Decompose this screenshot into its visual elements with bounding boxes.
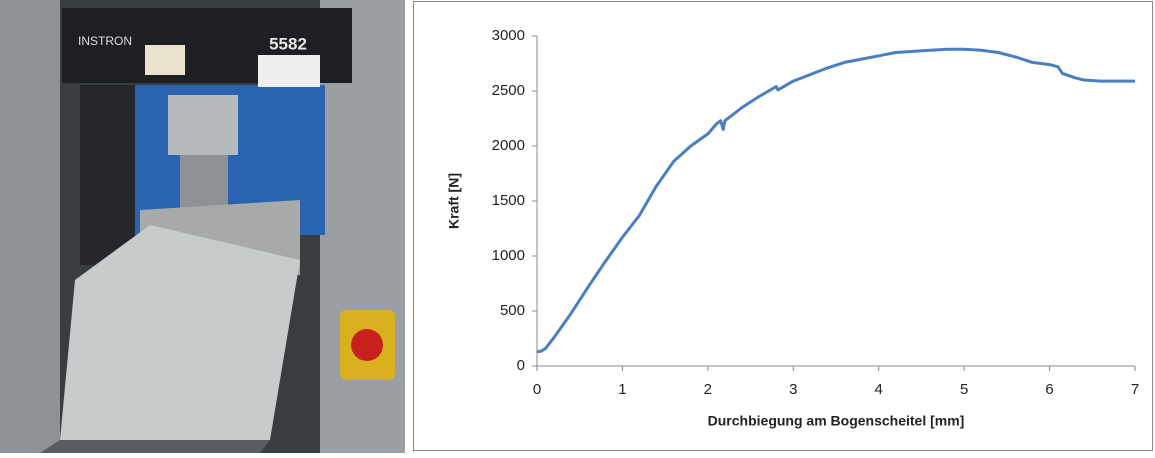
x-tick-label: 1 (618, 381, 626, 398)
x-tick-label: 2 (704, 381, 712, 398)
sticker (258, 55, 320, 87)
x-tick-label: 7 (1131, 381, 1139, 398)
base-plate (40, 440, 270, 453)
load-cell (168, 95, 238, 155)
x-tick-label: 4 (875, 381, 883, 398)
y-tick-label: 2500 (492, 82, 525, 99)
y-tick-label: 1500 (492, 192, 525, 209)
machine-frame-left (0, 0, 60, 453)
data-line (536, 47, 1135, 354)
x-tick-label: 5 (960, 381, 968, 398)
y-tick-label: 3000 (492, 27, 525, 44)
chart-frame (413, 1, 1153, 451)
specimen (60, 225, 300, 440)
x-tick-label: 0 (533, 381, 541, 398)
x-tick-label: 3 (789, 381, 797, 398)
y-tick-label: 0 (517, 357, 525, 374)
y-tick-label: 500 (500, 302, 525, 319)
emergency-button (351, 329, 383, 361)
sticker (145, 45, 185, 75)
machine-brand: INSTRON (78, 34, 132, 48)
x-axis-label: Durchbiegung am Bogenscheitel [mm] (708, 413, 965, 429)
x-tick-label: 6 (1045, 381, 1053, 398)
y-tick-label: 2000 (492, 137, 525, 154)
photo: INSTRON 5582 (0, 0, 405, 453)
bellows (80, 85, 135, 265)
y-tick-label: 1000 (492, 247, 525, 264)
plot: 0 500 1000 1500 2000 2500 3000 0 1 2 3 4 5 6 7 (492, 27, 1140, 398)
y-axis-label: Kraft [N] (446, 173, 462, 229)
machine-model: 5582 (269, 34, 307, 53)
